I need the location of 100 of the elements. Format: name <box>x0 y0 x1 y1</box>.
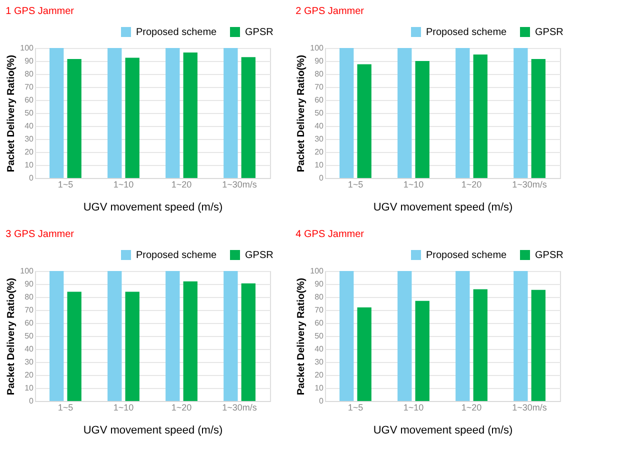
bar <box>514 48 528 178</box>
y-tick-label: 60 <box>314 318 324 328</box>
chart-title: 3 GPS Jammer <box>6 229 75 240</box>
y-tick-label: 60 <box>24 318 34 328</box>
bar <box>531 290 546 401</box>
bar <box>166 48 180 178</box>
bar <box>415 61 430 178</box>
y-tick-label: 20 <box>24 148 34 156</box>
x-tick-label: 1~30m/s <box>222 402 258 412</box>
x-tick-label: 1~5 <box>58 180 74 190</box>
bar <box>514 271 528 401</box>
y-tick-label: 40 <box>314 344 324 354</box>
bar <box>224 271 238 401</box>
y-tick-label: 30 <box>314 134 324 144</box>
bar <box>456 48 470 178</box>
bar <box>50 48 64 178</box>
bar <box>357 64 372 178</box>
y-tick-label: 90 <box>24 56 34 66</box>
bar <box>125 58 140 178</box>
y-tick-label: 0 <box>319 396 324 406</box>
bar <box>398 271 412 401</box>
y-tick-label: 60 <box>24 96 34 104</box>
legend-label: GPSR <box>245 250 274 261</box>
y-tick-label: 80 <box>24 70 34 78</box>
bar <box>108 48 122 178</box>
y-tick-label: 90 <box>314 56 324 66</box>
y-tick-label: 90 <box>24 280 34 288</box>
y-tick-label: 70 <box>24 306 34 314</box>
x-tick-label: 1~5 <box>348 402 364 412</box>
x-tick-label: 1~30m/s <box>222 180 258 190</box>
y-tick-label: 20 <box>314 370 324 380</box>
bar <box>473 289 488 401</box>
y-tick-label: 10 <box>314 160 324 170</box>
x-tick-label: 1~20 <box>171 402 192 412</box>
x-tick-label: 1~30m/s <box>512 180 548 190</box>
bar <box>340 48 354 178</box>
bar <box>183 281 198 401</box>
y-axis-title: Packet Delivery Ratio(%) <box>6 54 18 172</box>
bar <box>456 271 470 401</box>
bar <box>224 48 238 178</box>
bar <box>67 59 82 178</box>
bar <box>166 271 180 401</box>
bar <box>67 292 82 401</box>
bar <box>473 54 488 178</box>
y-tick-label: 80 <box>314 292 324 302</box>
bar <box>398 48 412 178</box>
y-tick-label: 10 <box>24 384 34 392</box>
legend-label: Proposed scheme <box>136 27 218 38</box>
y-tick-label: 50 <box>24 332 34 340</box>
y-axis-title: Packet Delivery Ratio(%) <box>296 54 308 172</box>
y-tick-label: 50 <box>314 108 324 118</box>
y-tick-label: 50 <box>314 332 324 340</box>
bar <box>415 300 430 401</box>
y-tick-label: 10 <box>314 384 324 392</box>
chart-title: 2 GPS Jammer <box>296 6 365 17</box>
legend-label: Proposed scheme <box>136 250 218 261</box>
x-axis-title: UGV movement speed (m/s) <box>83 202 223 214</box>
x-tick-label: 1~5 <box>348 180 364 190</box>
x-tick-label: 1~30m/s <box>512 402 548 412</box>
y-tick-label: 30 <box>24 358 34 366</box>
y-tick-label: 100 <box>310 44 324 52</box>
y-tick-label: 10 <box>24 160 34 170</box>
x-tick-label: 1~10 <box>403 180 424 190</box>
y-tick-label: 70 <box>24 82 34 92</box>
chart-title: 1 GPS Jammer <box>6 6 75 17</box>
y-tick-label: 70 <box>314 82 324 92</box>
legend-label: Proposed scheme <box>426 27 508 38</box>
y-tick-label: 100 <box>20 44 34 52</box>
x-tick-label: 1~20 <box>461 402 482 412</box>
bar <box>50 271 64 401</box>
x-tick-label: 1~5 <box>58 402 74 412</box>
bar <box>125 292 140 401</box>
y-tick-label: 90 <box>314 280 324 288</box>
x-axis-title: UGV movement speed (m/s) <box>373 424 513 436</box>
bar <box>357 307 372 401</box>
x-tick-label: 1~20 <box>171 180 192 190</box>
x-tick-label: 1~10 <box>403 402 424 412</box>
y-tick-label: 100 <box>20 266 34 276</box>
y-tick-label: 100 <box>310 266 324 276</box>
legend-label: Proposed scheme <box>426 250 508 261</box>
y-tick-label: 0 <box>29 174 34 182</box>
y-tick-label: 30 <box>314 358 324 366</box>
chart-title: 4 GPS Jammer <box>296 229 365 240</box>
x-tick-label: 1~10 <box>113 180 134 190</box>
legend-label: GPSR <box>245 27 274 38</box>
y-axis-title: Packet Delivery Ratio(%) <box>6 278 18 396</box>
y-tick-label: 40 <box>24 122 34 130</box>
y-tick-label: 60 <box>314 96 324 104</box>
y-tick-label: 50 <box>24 108 34 118</box>
x-tick-label: 1~20 <box>461 180 482 190</box>
legend-label: GPSR <box>535 27 564 38</box>
bar <box>340 271 354 401</box>
y-tick-label: 20 <box>24 370 34 380</box>
bar <box>241 57 256 178</box>
x-axis-title: UGV movement speed (m/s) <box>83 424 223 436</box>
legend-label: GPSR <box>535 250 564 261</box>
y-tick-label: 40 <box>314 122 324 130</box>
bar <box>241 283 256 401</box>
bar <box>108 271 122 401</box>
x-axis-title: UGV movement speed (m/s) <box>373 202 513 214</box>
